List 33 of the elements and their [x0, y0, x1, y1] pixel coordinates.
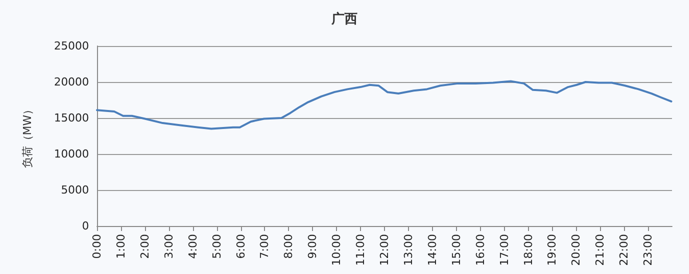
x-tick-label: 20:00 [570, 234, 583, 266]
y-axis-title: 负荷（MW） [21, 104, 34, 168]
x-tick-label: 14:00 [426, 234, 439, 266]
x-tick-label: 0:00 [90, 234, 104, 259]
x-tick-label: 3:00 [162, 234, 176, 259]
y-tick-label: 0 [82, 220, 89, 232]
x-tick-label: 8:00 [282, 234, 296, 259]
x-tick-label: 6:00 [234, 234, 248, 259]
x-tick-label: 2:00 [138, 234, 152, 259]
x-tick-label: 11:00 [354, 234, 368, 266]
x-tick-label: 21:00 [594, 234, 607, 266]
x-tick-label: 17:00 [498, 234, 511, 266]
x-tick-label: 22:00 [618, 234, 631, 266]
x-tick-label: 10:00 [330, 234, 344, 266]
chart-title: 广西 [330, 11, 358, 27]
x-tick-label: 7:00 [258, 234, 272, 259]
x-tick-label: 1:00 [114, 234, 128, 259]
x-tick-label: 9:00 [306, 234, 320, 259]
x-tick-label: 4:00 [186, 234, 200, 259]
x-tick-label: 19:00 [546, 234, 559, 266]
x-tick-label: 15:00 [450, 234, 463, 266]
y-tick-label: 5000 [61, 184, 89, 196]
x-tick-label: 18:00 [522, 234, 535, 266]
x-tick-label: 5:00 [210, 234, 224, 259]
line-series [96, 80, 672, 130]
y-tick-label: 20000 [54, 76, 89, 88]
y-tick-label: 15000 [54, 112, 89, 124]
x-tick-label: 12:00 [378, 234, 391, 266]
x-tick-label: 23:00 [642, 234, 655, 266]
y-tick-label: 25000 [54, 40, 89, 52]
x-tick-label: 16:00 [474, 234, 487, 266]
x-tick-label: 13:00 [402, 234, 415, 266]
y-tick-label: 10000 [54, 148, 89, 160]
